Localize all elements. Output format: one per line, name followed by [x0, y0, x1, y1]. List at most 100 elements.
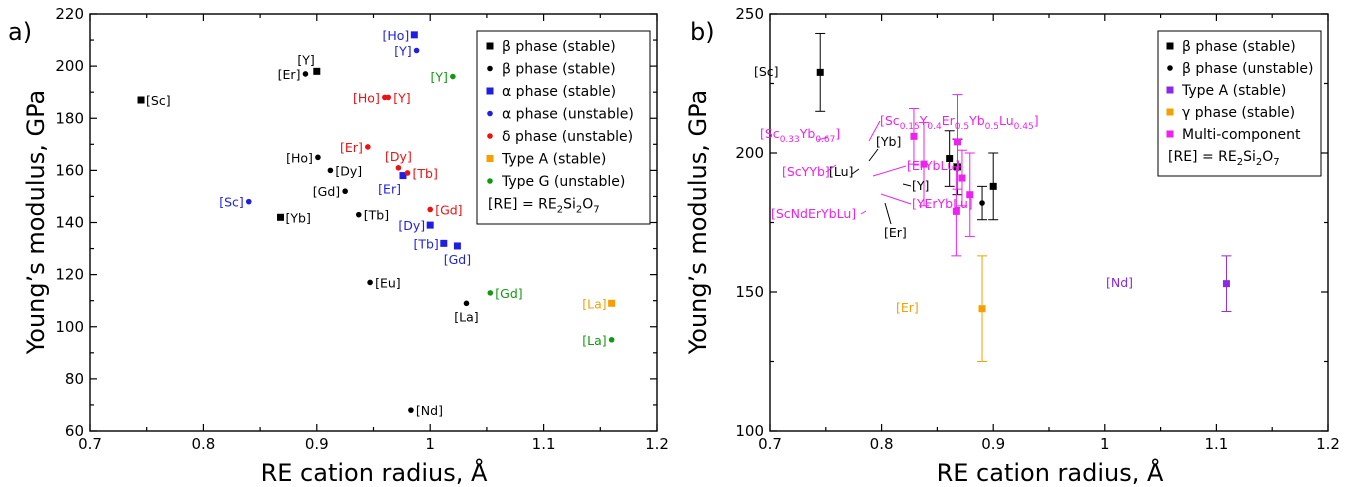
b-point	[953, 138, 961, 146]
a-point-label: [Ho]	[286, 150, 313, 165]
a-point	[315, 154, 321, 161]
a-y-tick-label: 60	[65, 422, 84, 440]
a-y-tick-label: 80	[65, 370, 84, 388]
b-x-tick-label: 1.1	[1204, 435, 1228, 453]
panel-b-axes: 0.7 0.8 0.9 1 1.1 1.2 100 150 200 250	[735, 5, 1340, 453]
legend-marker-orange	[486, 155, 494, 162]
a-point	[395, 164, 402, 171]
legend-marker-blue	[487, 110, 493, 117]
panel-b-legend: β phase (stable) β phase (unstable) Type A…	[1157, 30, 1322, 177]
panel-a-axes: 0.7 0.8 0.9 1 1.1 1.2 60 80 100 120 140 160 180 200 22…	[55, 5, 669, 453]
b-label-er-gamma: [Er]	[896, 300, 919, 315]
panel-a-label: a)	[8, 18, 32, 46]
a-point-label: [La]	[582, 333, 606, 348]
a-x-tick-label: 1.1	[532, 435, 556, 453]
a-point-label: [Y]	[430, 70, 447, 85]
legend-entry: Multi-component	[1182, 127, 1301, 143]
a-point	[137, 96, 145, 104]
b-label-erybLu: [ErYbLu]	[907, 158, 960, 173]
b-label-er-beta: [Er]	[884, 225, 907, 240]
a-point-label: [Tb]	[364, 208, 389, 223]
b-label-lu: [Lu]	[829, 164, 853, 179]
panel-b-points	[815, 32, 1232, 362]
a-point-label: [Tb]	[413, 166, 438, 181]
a-point	[367, 279, 373, 286]
b-label-yb: [Yb]	[876, 134, 901, 149]
legend-marker-orange	[1166, 108, 1174, 116]
panel-b-label: b)	[690, 18, 715, 46]
b-x-tick-label: 0.7	[758, 435, 782, 453]
a-x-tick-label: 0.7	[78, 435, 102, 453]
a-point-label: [Sc]	[146, 93, 171, 108]
a-point	[277, 213, 285, 221]
b-leader-lu	[851, 168, 860, 175]
legend-entry: Type A (stable)	[1181, 83, 1286, 99]
a-point-label: [Gd]	[313, 184, 340, 199]
panel-a-x-axis-title: RE cation radius, Å	[261, 458, 488, 487]
a-point-label: [Nd]	[416, 403, 443, 418]
a-point	[440, 239, 448, 247]
a-point-label: [Gd]	[444, 252, 471, 267]
b-label-yerybLu: [YErYbLu]	[912, 196, 973, 211]
a-point	[487, 290, 494, 296]
a-point-label: [Sc]	[219, 195, 244, 210]
a-point	[404, 170, 411, 176]
a-point	[410, 31, 418, 39]
legend-marker-red	[487, 133, 493, 139]
a-x-tick-label: 0.9	[305, 435, 329, 453]
b-point	[966, 191, 974, 199]
a-y-tick-label: 100	[55, 318, 84, 336]
a-point	[463, 300, 470, 307]
legend-entry: Type G (unstable)	[501, 174, 625, 190]
a-point-label: [Yb]	[286, 210, 311, 225]
a-point	[450, 73, 456, 80]
b-point	[816, 68, 824, 76]
a-point	[399, 172, 407, 180]
b-point	[920, 160, 928, 168]
b-x-tick-label: 1	[1100, 435, 1110, 453]
a-point	[408, 407, 414, 413]
a-y-tick-label: 120	[55, 266, 84, 284]
legend-entry: β phase (stable)	[502, 39, 616, 55]
b-leader-scyb	[817, 136, 829, 141]
a-y-tick-label: 220	[55, 5, 84, 23]
a-point-label: [Ho]	[383, 28, 410, 43]
panel-b-legend-box	[1157, 30, 1322, 177]
b-leader-scnd	[860, 210, 867, 215]
legend-marker-green	[487, 178, 493, 184]
b-point	[989, 182, 997, 190]
b-leader-y	[902, 183, 912, 187]
legend-marker-magenta	[1166, 130, 1174, 138]
a-point	[413, 47, 420, 54]
a-point-label: [Dy]	[385, 149, 412, 164]
a-point-label: [La]	[454, 309, 478, 324]
a-point	[426, 221, 434, 229]
a-point-label: [Y]	[393, 90, 410, 105]
b-x-tick-label: 1.2	[1316, 435, 1340, 453]
b-point	[958, 174, 966, 182]
a-y-tick-label: 180	[55, 109, 84, 127]
legend-marker-black	[486, 42, 494, 50]
b-x-tick-label: 0.8	[870, 435, 894, 453]
panel-b-y-axis-title: Young’s modulus, GPa	[684, 90, 712, 355]
b-point	[1222, 280, 1230, 288]
b-point	[978, 305, 986, 313]
panel-a-legend-box	[476, 30, 651, 225]
a-point	[313, 67, 321, 75]
a-point	[327, 167, 334, 174]
a-point	[608, 336, 615, 343]
a-point	[342, 188, 348, 195]
b-label-scnderyblu: [ScNdErYbLu]	[771, 206, 856, 221]
a-point	[608, 299, 616, 307]
a-x-tick-label: 1	[425, 435, 435, 453]
legend-entry: α phase (stable)	[502, 84, 616, 100]
legend-entry: γ phase (stable)	[1182, 105, 1295, 121]
legend-marker-black	[1167, 65, 1173, 71]
panel-b-x-axis-title: RE cation radius, Å	[937, 458, 1164, 487]
a-point	[302, 71, 309, 77]
legend-entry: α phase (unstable)	[502, 107, 634, 123]
b-leader-erybLu	[872, 165, 907, 177]
b-point	[946, 155, 954, 163]
a-point	[453, 242, 461, 250]
b-point	[910, 132, 918, 140]
